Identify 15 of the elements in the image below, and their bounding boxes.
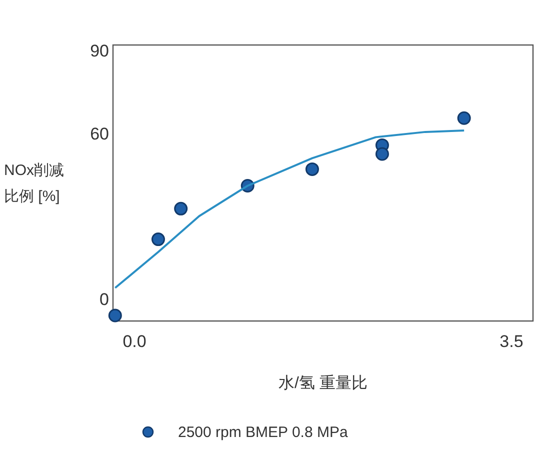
point <box>174 202 188 216</box>
point <box>305 162 319 176</box>
point <box>108 308 122 322</box>
point <box>151 232 165 246</box>
y-tick-label: 60 <box>90 124 109 144</box>
x-tick-label: 3.5 <box>500 332 524 351</box>
x-tick-label: 0.0 <box>122 332 146 351</box>
y-tick-label: 90 <box>90 42 109 61</box>
y-axis-title: NOx削减比例 [%] <box>4 162 64 205</box>
point <box>375 147 389 161</box>
legend-label: 2500 rpm BMEP 0.8 MPa <box>178 424 348 441</box>
line-series <box>114 130 466 289</box>
point <box>457 111 471 125</box>
y-tick-label: 0 <box>100 290 109 309</box>
x-axis-title: 水/氢 重量比 <box>278 374 368 392</box>
